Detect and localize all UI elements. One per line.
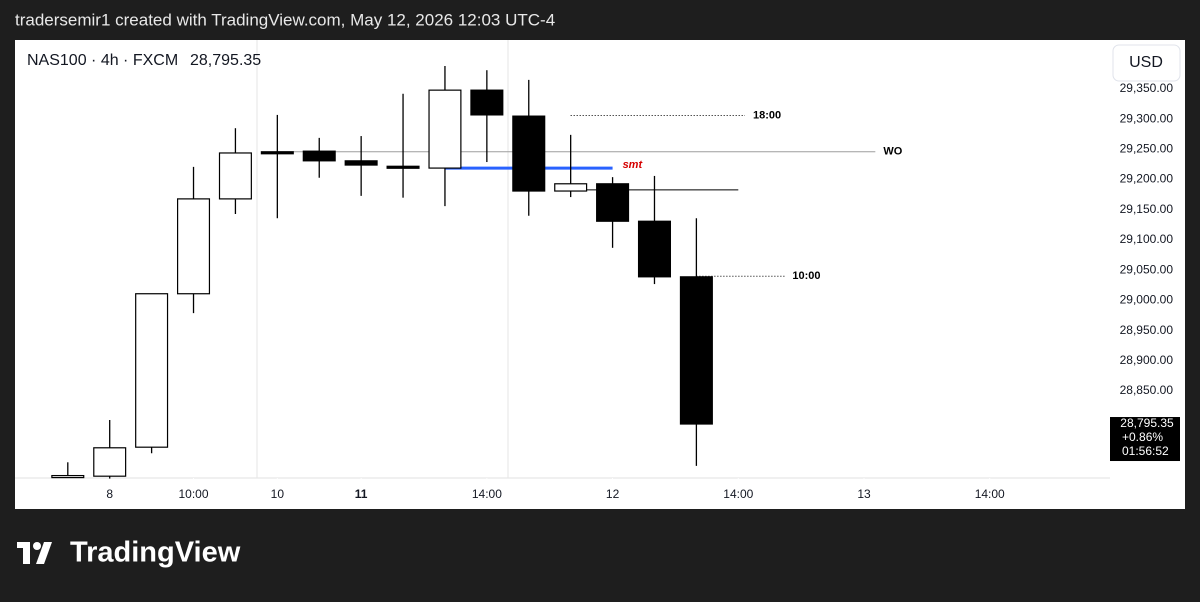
x-tick-label: 13 (857, 487, 871, 501)
x-tick-label: 10:00 (179, 487, 209, 501)
price-tag-countdown: 01:56:52 (1122, 444, 1169, 458)
y-tick-label: 29,050.00 (1120, 262, 1174, 276)
x-tick-label: 14:00 (472, 487, 502, 501)
y-tick-label: 29,300.00 (1120, 111, 1174, 125)
x-tick-label: 12 (606, 487, 620, 501)
x-tick-label: 10 (271, 487, 285, 501)
candle-body (135, 293, 169, 448)
y-tick-label: 29,350.00 (1120, 81, 1174, 95)
currency-button[interactable] (1112, 44, 1181, 82)
last-price: 28,795.35 (190, 52, 261, 69)
candle-body (302, 150, 336, 162)
logo-part (33, 542, 41, 550)
y-tick-label: 29,100.00 (1120, 232, 1174, 246)
x-tick-label: 11 (355, 487, 368, 501)
candle-body (637, 220, 672, 278)
candle-body (218, 152, 252, 200)
chart-title: NAS100 · 4h · FXCM (27, 52, 178, 69)
brand-logo (17, 542, 52, 564)
x-tick-label: 8 (106, 487, 113, 501)
y-tick-label: 29,250.00 (1120, 142, 1174, 156)
x-tick-label: 14:00 (723, 487, 753, 501)
y-tick-label: 29,150.00 (1120, 202, 1174, 216)
plot: 28,850.00 28,900.00 28,950.00 29,000.00 29,0… (51, 65, 1180, 501)
candle-body (344, 160, 378, 166)
candle-body (176, 198, 211, 295)
price-tag-change: +0.86% (1122, 430, 1163, 444)
brand-name: TradingView (70, 537, 241, 569)
logo-part (36, 542, 52, 564)
y-tick-label: 29,000.00 (1120, 293, 1174, 307)
y-tick-label: 28,850.00 (1120, 383, 1174, 397)
level-label: smt (623, 159, 644, 171)
logo-part (23, 542, 30, 564)
y-tick-label: 29,200.00 (1120, 172, 1174, 186)
candle-body (512, 115, 546, 192)
candle-body (93, 447, 127, 477)
price-tag-price: 28,795.35 (1120, 416, 1174, 430)
header: tradersemir1 created with TradingView.co… (15, 10, 555, 29)
x-tick-label: 14:00 (975, 487, 1005, 501)
candle-body (679, 276, 713, 425)
price-tag (1110, 417, 1180, 462)
level-label: WO (883, 146, 902, 158)
candle-body (470, 89, 504, 116)
candle-body (51, 474, 85, 479)
y-tick-label: 28,950.00 (1120, 323, 1174, 337)
candle-body (596, 183, 630, 222)
level-label: 18:00 (753, 109, 781, 121)
candle-body (386, 165, 420, 169)
candle-body (260, 151, 294, 155)
level-label: 10:00 (792, 270, 820, 282)
currency-label: USD (1129, 54, 1163, 71)
candle-body (428, 89, 462, 169)
y-tick-label: 28,900.00 (1120, 353, 1174, 367)
candle-body (554, 183, 588, 192)
